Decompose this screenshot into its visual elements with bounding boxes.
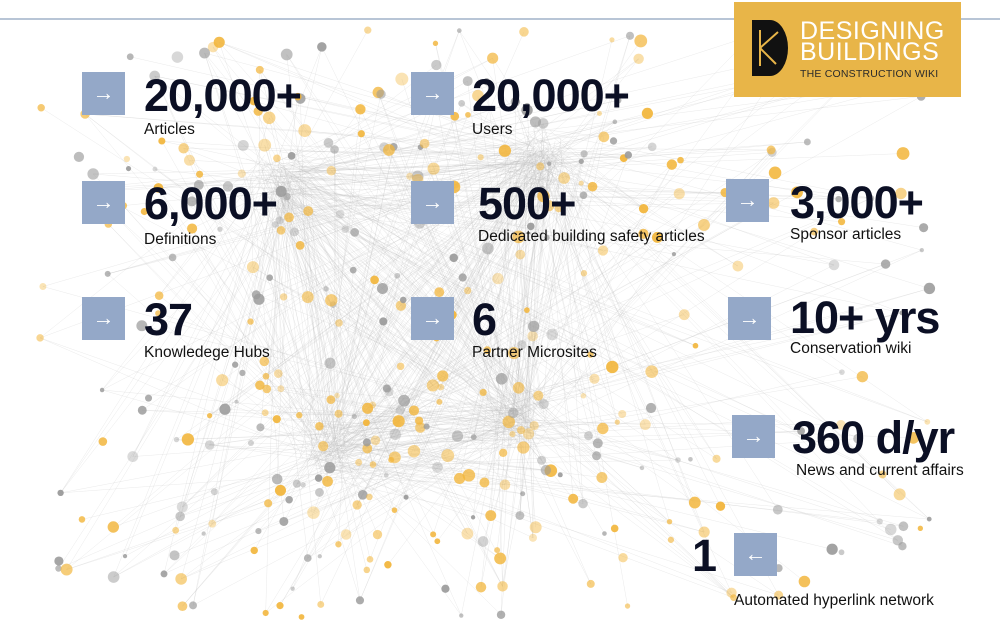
knowledge-hubs-count: 37 — [144, 294, 193, 345]
top-divider — [0, 18, 1000, 20]
safety-articles-count: 500+ — [478, 178, 576, 229]
logo-mark-icon — [752, 20, 788, 76]
network-count: 1 — [692, 530, 717, 581]
designing-buildings-logo[interactable]: DESIGNING BUILDINGS THE CONSTRUCTION WIK… — [734, 2, 961, 97]
conservation-arrow-button[interactable]: → — [728, 297, 771, 340]
conservation-duration: 10+ yrs — [790, 292, 940, 343]
conservation-label: Conservation wiki — [790, 340, 912, 357]
definitions-label: Definitions — [144, 231, 217, 248]
sponsor-articles-arrow-button[interactable]: → — [726, 179, 769, 222]
definitions-count: 6,000+ — [144, 178, 278, 229]
microsites-arrow-button[interactable]: → — [411, 297, 454, 340]
articles-arrow-button[interactable]: → — [82, 72, 125, 115]
logo-tagline: THE CONSTRUCTION WIKI — [800, 68, 939, 80]
news-frequency: 360 d/yr — [792, 412, 955, 463]
articles-count: 20,000+ — [144, 70, 302, 121]
safety-articles-arrow-button[interactable]: → — [411, 181, 454, 224]
network-edges — [39, 30, 930, 616]
news-label: News and current affairs — [796, 462, 964, 479]
logo-word-designing: DESIGNING — [800, 17, 945, 45]
users-label: Users — [472, 121, 513, 138]
logo-word-buildings: BUILDINGS — [800, 38, 940, 66]
articles-label: Articles — [144, 121, 195, 138]
network-arrow-button[interactable]: ← — [734, 533, 777, 576]
news-arrow-button[interactable]: → — [732, 415, 775, 458]
users-count: 20,000+ — [472, 70, 630, 121]
microsites-label: Partner Microsites — [472, 344, 597, 361]
microsites-count: 6 — [472, 294, 497, 345]
knowledge-hubs-label: Knowledege Hubs — [144, 344, 270, 361]
network-label: Automated hyperlink network — [734, 592, 934, 609]
users-arrow-button[interactable]: → — [411, 72, 454, 115]
sponsor-articles-count: 3,000+ — [790, 177, 924, 228]
safety-articles-label: Dedicated building safety articles — [478, 228, 705, 245]
knowledge-hubs-arrow-button[interactable]: → — [82, 297, 125, 340]
definitions-arrow-button[interactable]: → — [82, 181, 125, 224]
sponsor-articles-label: Sponsor articles — [790, 226, 902, 243]
